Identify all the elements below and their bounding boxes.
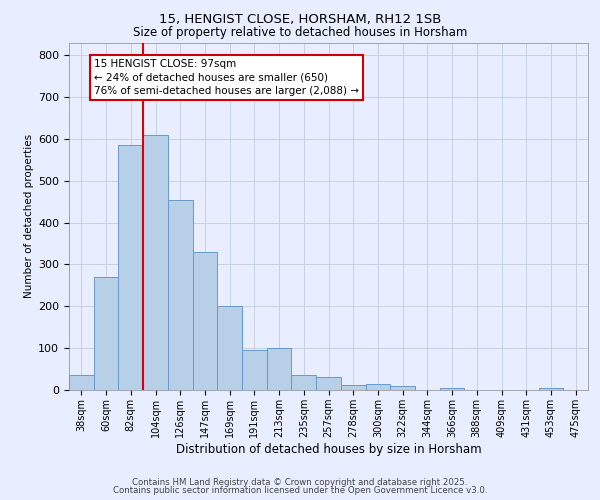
- Bar: [341, 384, 365, 390]
- Bar: [242, 350, 267, 390]
- Bar: [69, 376, 94, 390]
- Bar: [143, 134, 168, 390]
- Bar: [118, 145, 143, 390]
- Bar: [316, 378, 341, 390]
- Bar: [440, 388, 464, 390]
- Bar: [539, 388, 563, 390]
- Text: 15, HENGIST CLOSE, HORSHAM, RH12 1SB: 15, HENGIST CLOSE, HORSHAM, RH12 1SB: [159, 12, 441, 26]
- Text: 15 HENGIST CLOSE: 97sqm
← 24% of detached houses are smaller (650)
76% of semi-d: 15 HENGIST CLOSE: 97sqm ← 24% of detache…: [94, 59, 359, 96]
- X-axis label: Distribution of detached houses by size in Horsham: Distribution of detached houses by size …: [176, 442, 481, 456]
- Bar: [365, 384, 390, 390]
- Y-axis label: Number of detached properties: Number of detached properties: [24, 134, 34, 298]
- Bar: [94, 277, 118, 390]
- Text: Contains HM Land Registry data © Crown copyright and database right 2025.: Contains HM Land Registry data © Crown c…: [132, 478, 468, 487]
- Bar: [267, 348, 292, 390]
- Bar: [217, 306, 242, 390]
- Text: Contains public sector information licensed under the Open Government Licence v3: Contains public sector information licen…: [113, 486, 487, 495]
- Text: Size of property relative to detached houses in Horsham: Size of property relative to detached ho…: [133, 26, 467, 39]
- Bar: [168, 200, 193, 390]
- Bar: [292, 376, 316, 390]
- Bar: [193, 252, 217, 390]
- Bar: [390, 386, 415, 390]
